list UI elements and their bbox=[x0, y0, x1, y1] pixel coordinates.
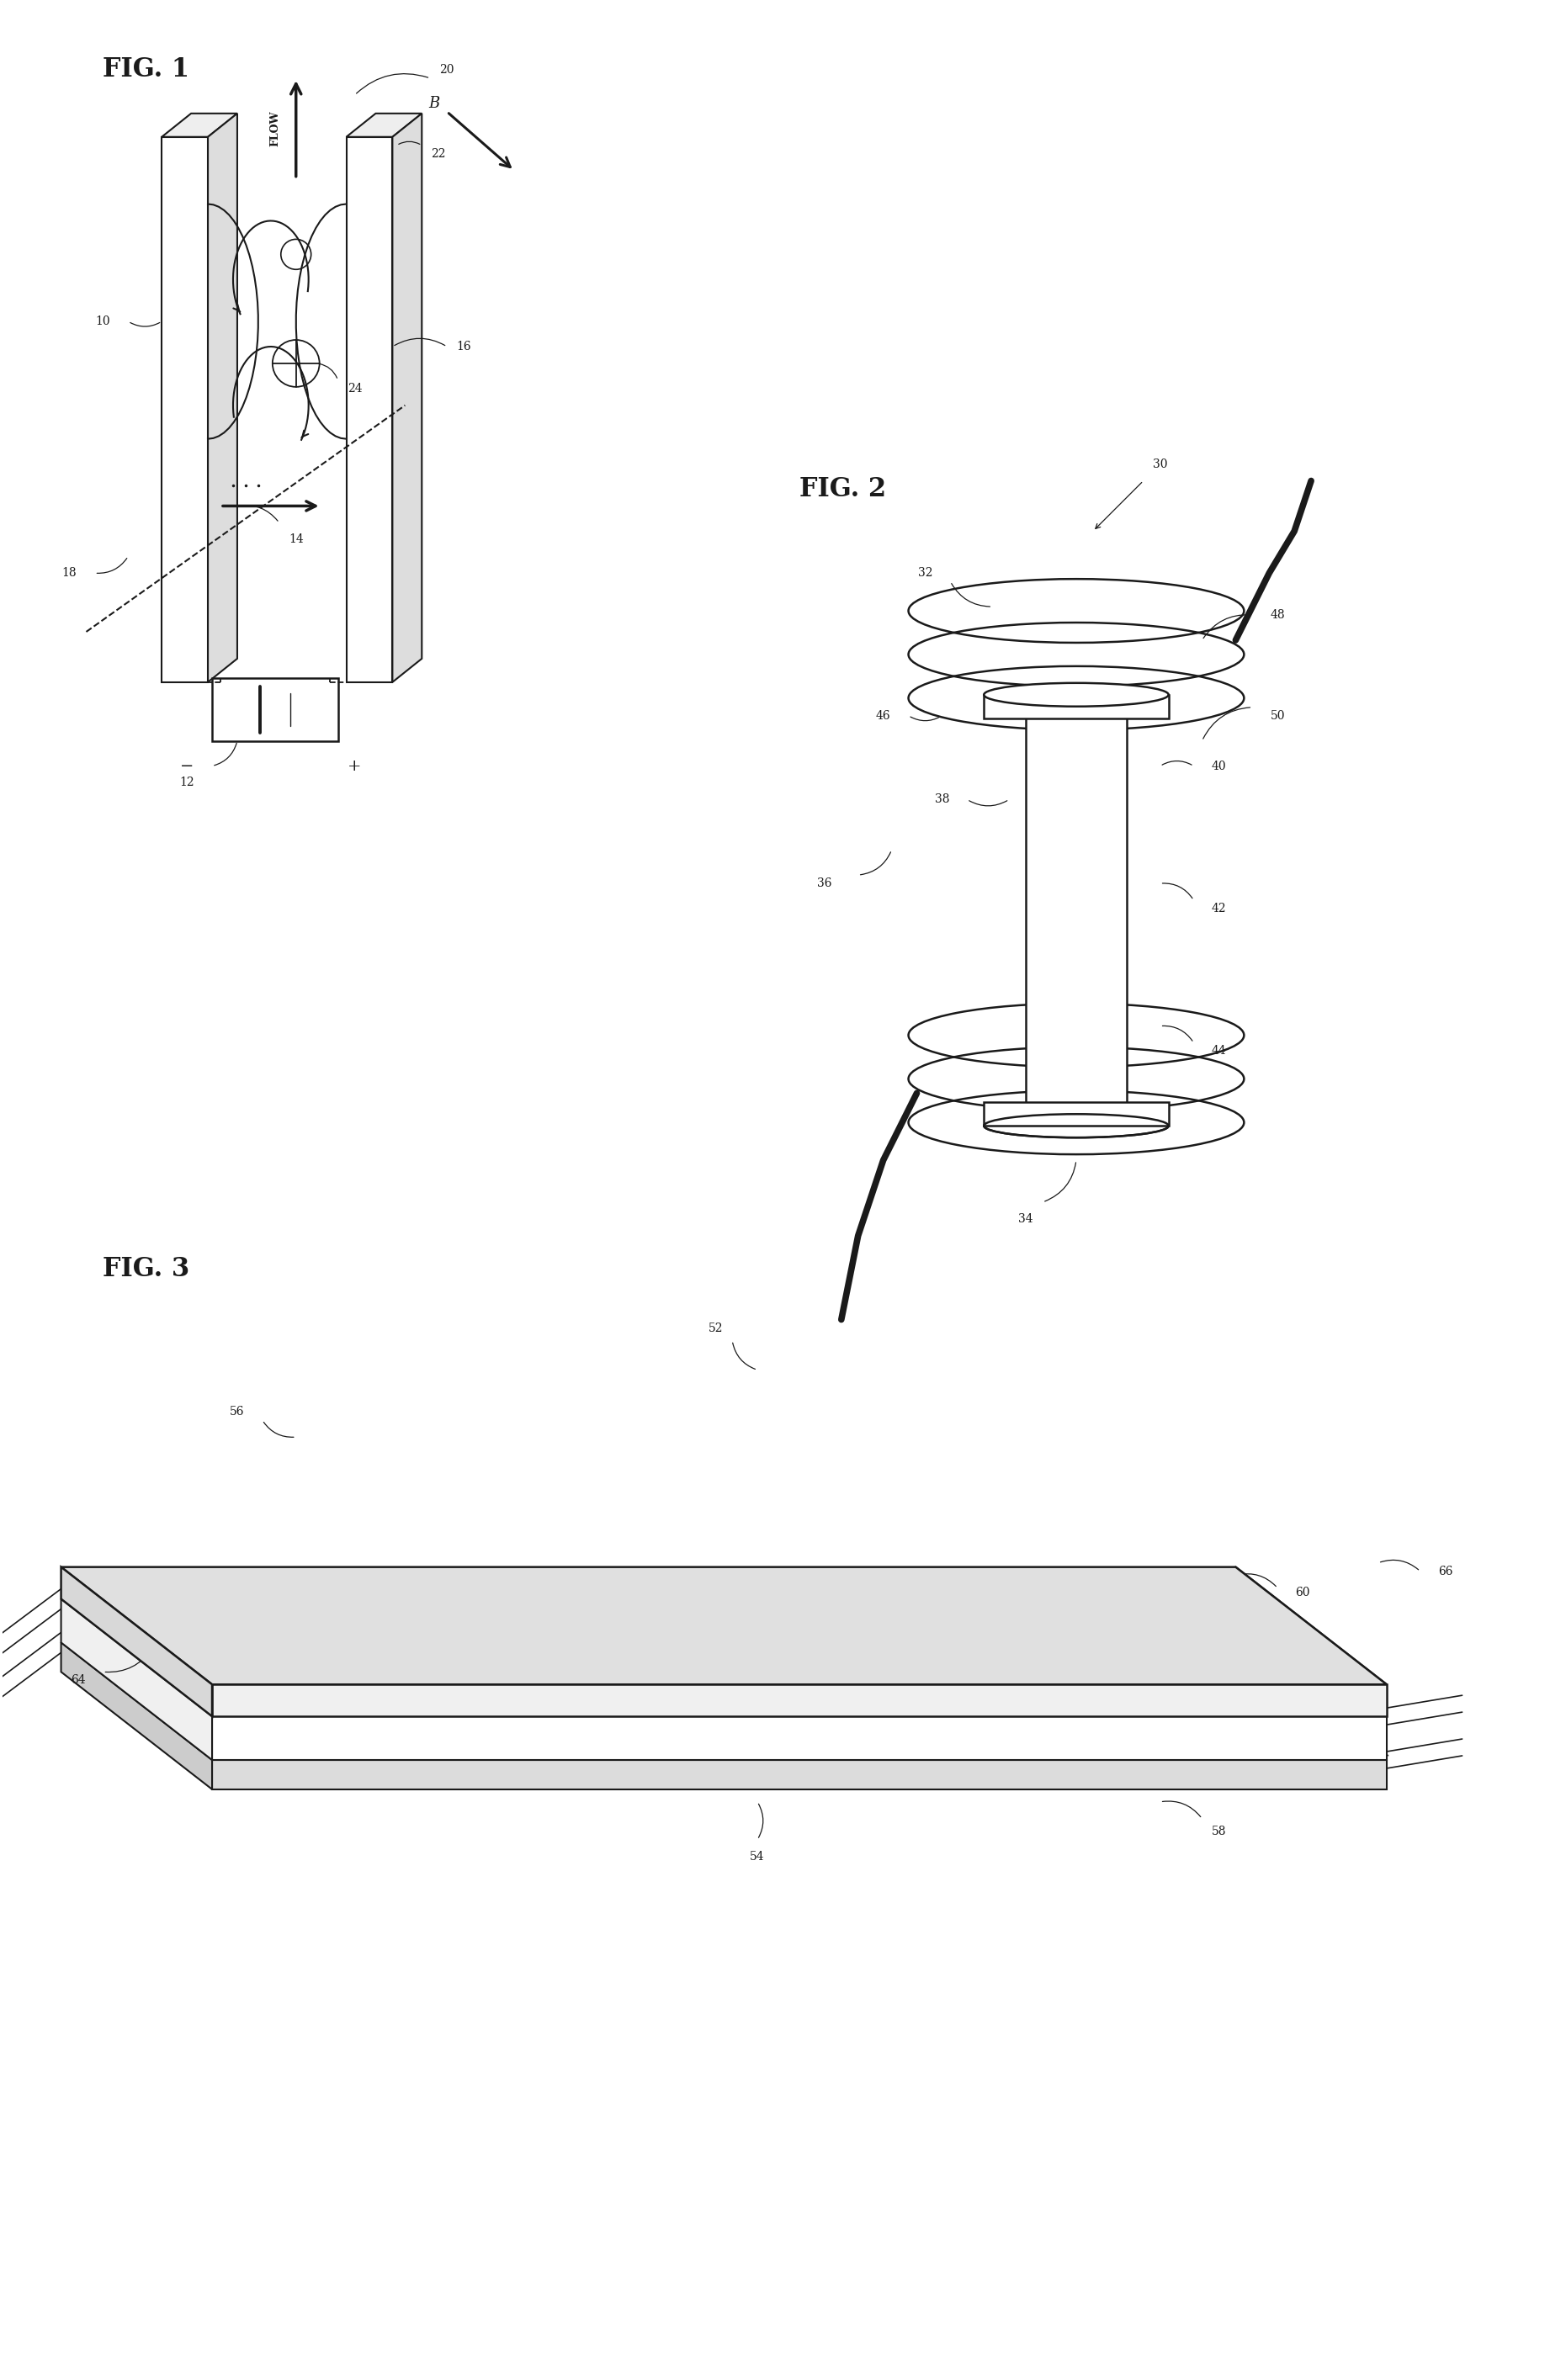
Text: +: + bbox=[348, 759, 362, 774]
Text: 30: 30 bbox=[1153, 459, 1168, 469]
Polygon shape bbox=[61, 1599, 1386, 1716]
Text: 32: 32 bbox=[918, 566, 933, 578]
Polygon shape bbox=[208, 114, 238, 683]
Polygon shape bbox=[61, 1566, 211, 1716]
Text: 42: 42 bbox=[1212, 902, 1226, 914]
Text: FLOW: FLOW bbox=[269, 109, 280, 148]
Text: 40: 40 bbox=[1212, 759, 1226, 771]
Polygon shape bbox=[61, 1566, 1386, 1685]
Text: 50: 50 bbox=[1270, 709, 1286, 721]
Polygon shape bbox=[211, 678, 338, 740]
Polygon shape bbox=[161, 114, 238, 138]
Text: 60: 60 bbox=[288, 1587, 304, 1597]
Polygon shape bbox=[61, 1642, 1386, 1759]
Text: 10: 10 bbox=[96, 317, 111, 328]
Polygon shape bbox=[211, 1716, 1386, 1759]
Polygon shape bbox=[161, 138, 208, 683]
Polygon shape bbox=[983, 695, 1168, 719]
Text: 20: 20 bbox=[440, 64, 454, 76]
Text: 48: 48 bbox=[1270, 609, 1286, 621]
Text: 56: 56 bbox=[230, 1407, 244, 1418]
Text: −: − bbox=[180, 759, 194, 774]
Polygon shape bbox=[393, 114, 421, 683]
Text: 60: 60 bbox=[1295, 1587, 1311, 1597]
Text: 38: 38 bbox=[935, 793, 949, 804]
Text: 46: 46 bbox=[875, 709, 891, 721]
Text: 12: 12 bbox=[180, 776, 194, 788]
Polygon shape bbox=[61, 1599, 211, 1759]
Text: 66: 66 bbox=[1438, 1566, 1453, 1578]
Text: 36: 36 bbox=[817, 878, 832, 890]
Polygon shape bbox=[983, 1102, 1168, 1126]
Polygon shape bbox=[346, 138, 393, 683]
Text: FIG. 1: FIG. 1 bbox=[103, 57, 189, 83]
Text: 58: 58 bbox=[1212, 1825, 1226, 1837]
Text: 22: 22 bbox=[431, 148, 446, 159]
Text: 24: 24 bbox=[348, 383, 362, 395]
Text: B: B bbox=[429, 95, 440, 112]
Ellipse shape bbox=[983, 1114, 1168, 1138]
Text: FIG. 2: FIG. 2 bbox=[799, 476, 886, 502]
Text: FIG. 3: FIG. 3 bbox=[103, 1257, 189, 1283]
Text: 54: 54 bbox=[750, 1852, 764, 1861]
Polygon shape bbox=[211, 1759, 1386, 1790]
Text: 64: 64 bbox=[70, 1676, 85, 1685]
Text: 44: 44 bbox=[1212, 1045, 1226, 1057]
Text: 18: 18 bbox=[63, 566, 77, 578]
Text: 34: 34 bbox=[1018, 1214, 1034, 1226]
Polygon shape bbox=[61, 1642, 211, 1790]
Polygon shape bbox=[346, 114, 421, 138]
Ellipse shape bbox=[983, 683, 1168, 707]
Text: 52: 52 bbox=[708, 1321, 723, 1333]
Polygon shape bbox=[1026, 707, 1126, 1114]
Text: 62: 62 bbox=[792, 1676, 806, 1685]
Text: 16: 16 bbox=[456, 340, 471, 352]
Text: 14: 14 bbox=[288, 533, 304, 545]
Polygon shape bbox=[211, 1685, 1386, 1716]
